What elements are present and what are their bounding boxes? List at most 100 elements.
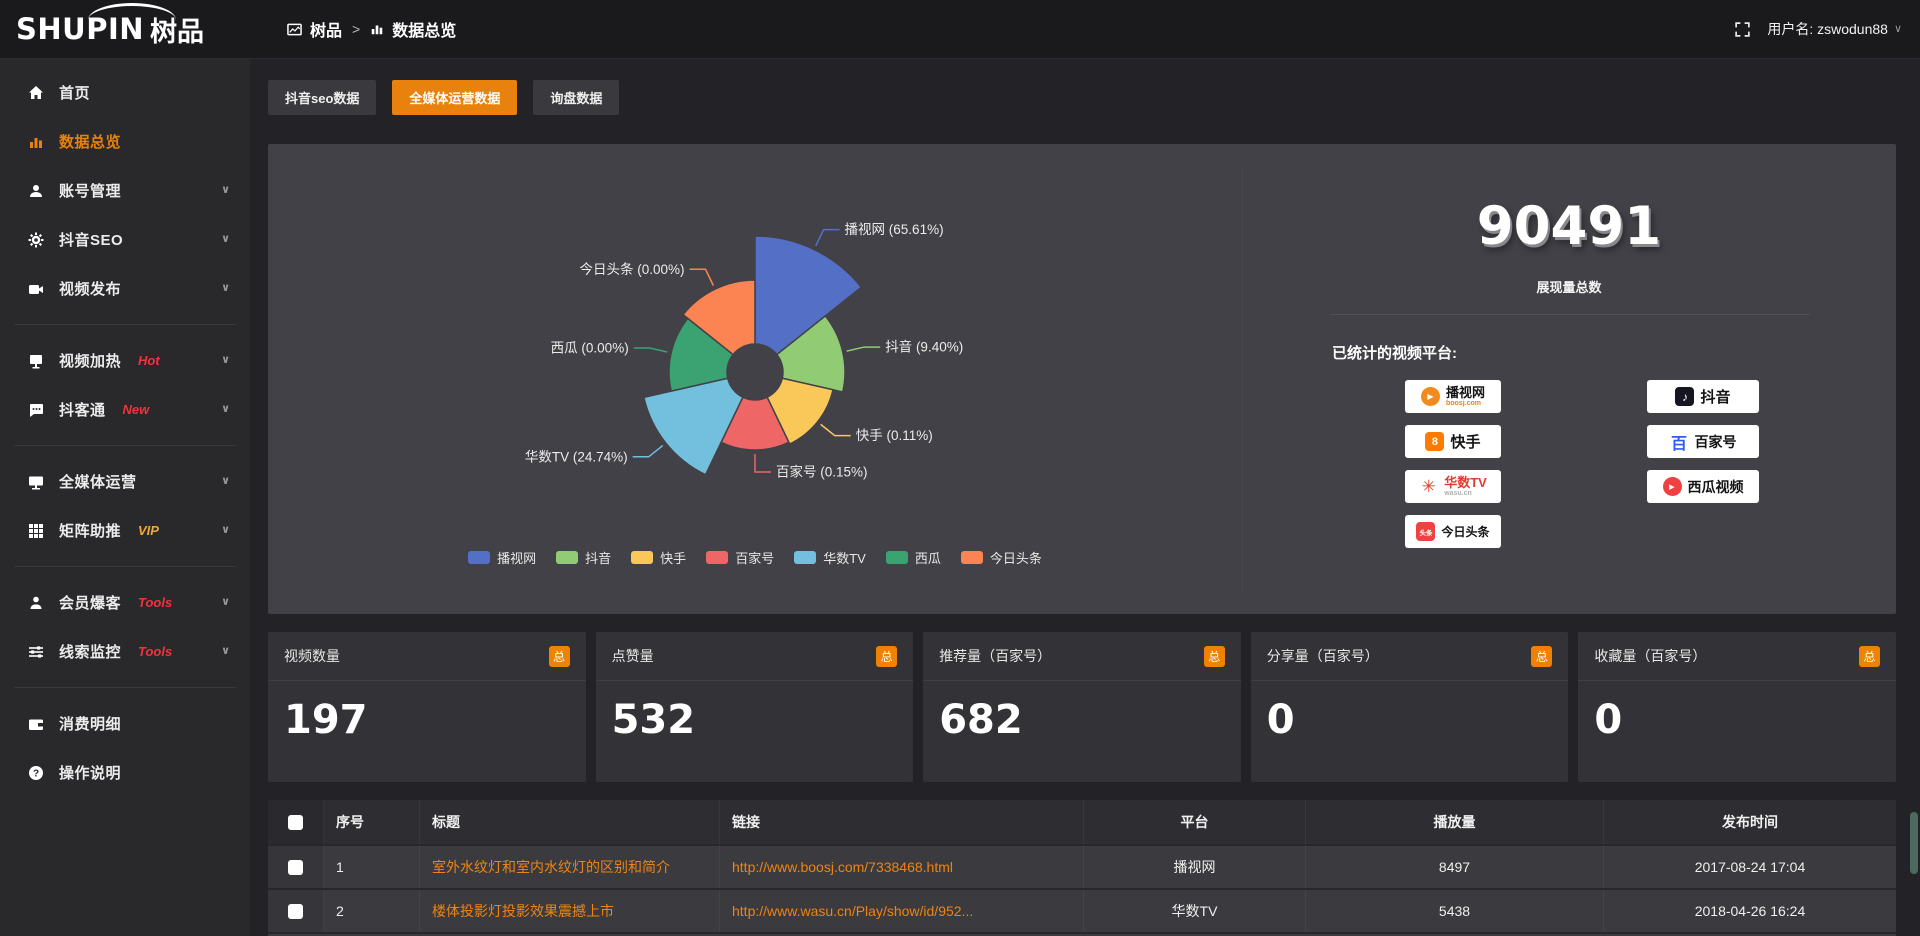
sidebar-item-data-overview[interactable]: 数据总览	[0, 117, 250, 166]
sidebar-item-matrix-boost[interactable]: 矩阵助推 VIP ∨	[0, 506, 250, 555]
home-icon	[28, 85, 44, 101]
platform-badges-right: ♪ 抖音 百 百家号 ▶ 西瓜视频	[1647, 380, 1759, 503]
sidebar: 首页 数据总览 账号管理 ∨ 抖音SEO ∨ 视频发布 ∨ 视频加热 Hot ∨	[0, 58, 250, 936]
platform-name: 华数TV	[1444, 475, 1487, 490]
pie-slice-2[interactable]	[775, 314, 846, 393]
username-label: 用户名: zswodun88	[1767, 21, 1888, 37]
sidebar-item-douketong[interactable]: 抖客通 New ∨	[0, 385, 250, 434]
platform-name: 今日头条	[1441, 525, 1490, 539]
breadcrumb-root[interactable]: 树品	[310, 23, 343, 40]
total-badge: 总	[1203, 645, 1225, 667]
platform-name: 西瓜视频	[1687, 478, 1744, 495]
stat-card-value: 682	[939, 697, 1023, 743]
legend-item[interactable]: 百家号	[706, 548, 774, 567]
tab-media-operation-data[interactable]: 全媒体运营数据	[392, 80, 518, 115]
platform-sub: boosj.com	[1445, 399, 1481, 407]
sidebar-divider	[14, 324, 236, 325]
xigua-logo-icon: ▶	[1662, 477, 1682, 496]
video-title-link[interactable]: 楼体投影灯投影效果震撼上市	[420, 890, 720, 932]
video-camera-icon	[28, 281, 44, 297]
sidebar-item-label: 会员爆客	[59, 595, 122, 612]
pie-slice-5[interactable]	[642, 377, 744, 476]
vip-tag: VIP	[138, 523, 159, 538]
row-checkbox[interactable]	[288, 859, 303, 875]
sidebar-item-spend-detail[interactable]: 消费明细	[0, 699, 250, 748]
header-right: 用户名: zswodun88 ∨	[1734, 0, 1902, 58]
chevron-down-icon: ∨	[221, 233, 230, 245]
legend-item[interactable]: 华数TV	[794, 548, 866, 567]
pie-slice-7[interactable]	[682, 279, 756, 356]
chevron-down-icon: ∨	[221, 596, 230, 608]
legend-label: 抖音	[585, 551, 612, 566]
pie-label: 快手 (0.11%)	[856, 428, 933, 443]
legend-item[interactable]: 抖音	[556, 548, 611, 567]
legend-item[interactable]: 今日头条	[960, 548, 1042, 567]
chat-icon	[28, 402, 44, 418]
pie-slice-3[interactable]	[766, 377, 834, 446]
summary-divider	[1330, 314, 1810, 315]
stat-card-likes: 点赞量 总 532	[595, 632, 914, 782]
stat-card-recommendations: 推荐量（百家号） 总 682	[923, 632, 1241, 782]
row-platform: 播视网	[1084, 846, 1306, 888]
legend-swatch	[706, 551, 729, 564]
sidebar-item-video-publish[interactable]: 视频发布 ∨	[0, 264, 250, 313]
monitor-icon	[28, 474, 44, 490]
sidebar-item-home[interactable]: 首页	[0, 68, 250, 117]
sidebar-item-lead-monitor[interactable]: 线索监控 Tools ∨	[0, 627, 250, 676]
row-published: 2018-04-26 16:24	[1694, 903, 1806, 919]
total-badge: 总	[548, 645, 570, 667]
select-all-checkbox[interactable]	[288, 814, 303, 830]
col-header-link: 链接	[720, 800, 1084, 844]
pie-label: 今日头条 (0.00%)	[580, 261, 685, 277]
rose-pie-chart: 播视网 (65.61%) 抖音 (9.40%) 快手 (0.11%) 百家号 (0.1…	[268, 144, 1242, 614]
pie-slice-4[interactable]	[720, 396, 790, 451]
bar-chart-icon	[28, 134, 44, 150]
tab-douyin-seo-data[interactable]: 抖音seo数据	[268, 80, 377, 115]
stat-card-label: 推荐量（百家号）	[939, 648, 1052, 664]
sidebar-item-help[interactable]: ? 操作说明	[0, 748, 250, 797]
video-url-link[interactable]: http://www.wasu.cn/Play/show/id/952...	[720, 890, 1084, 932]
sidebar-item-member-burst[interactable]: 会员爆客 Tools ∨	[0, 578, 250, 627]
platform-name: 抖音	[1700, 389, 1731, 406]
total-impressions-value: 90491	[1476, 196, 1662, 257]
chevron-down-icon: ∨	[221, 475, 230, 487]
tab-inquiry-data[interactable]: 询盘数据	[533, 80, 620, 115]
stat-card-label: 视频数量	[284, 648, 340, 664]
platform-badge-boosj: ▶ 播视网 boosj.com	[1405, 380, 1501, 413]
logo[interactable]: SHUPIN 树品	[0, 0, 250, 58]
sidebar-item-douyin-seo[interactable]: 抖音SEO ∨	[0, 215, 250, 264]
svg-text:?: ?	[33, 768, 39, 779]
pie-slice-6[interactable]	[668, 317, 735, 393]
question-icon: ?	[28, 765, 44, 781]
legend-item[interactable]: 西瓜	[885, 548, 941, 567]
chevron-down-icon: ∨	[221, 354, 230, 366]
sidebar-item-media-ops[interactable]: 全媒体运营 ∨	[0, 457, 250, 506]
sidebar-item-label: 矩阵助推	[59, 523, 122, 540]
platform-badge-douyin: ♪ 抖音	[1647, 380, 1759, 413]
platform-badge-toutiao: 头条 今日头条	[1405, 515, 1501, 548]
stat-card-label: 点赞量	[611, 648, 654, 664]
platform-badge-kuaishou: 8 快手	[1405, 425, 1501, 458]
fullscreen-icon[interactable]	[1734, 21, 1751, 38]
stat-card-video-count: 视频数量 总 197	[268, 632, 586, 782]
scrollbar-thumb[interactable]	[1910, 812, 1918, 874]
wallet-icon	[28, 716, 44, 732]
chevron-down-icon: ∨	[221, 524, 230, 536]
summary-section: 90491 展现量总数 已统计的视频平台: ▶ 播视网 boosj.com 8 快…	[1242, 144, 1896, 614]
legend-item[interactable]: 播视网	[468, 548, 536, 567]
legend-item[interactable]: 快手	[631, 548, 686, 567]
pie-label-line	[633, 347, 668, 353]
video-url-link[interactable]: http://www.boosj.com/7338468.html	[720, 846, 1084, 888]
video-title-link[interactable]: 室外水纹灯和室内水纹灯的区别和简介	[420, 846, 720, 888]
sidebar-item-video-heat[interactable]: 视频加热 Hot ∨	[0, 336, 250, 385]
table-row-partial	[268, 934, 1896, 936]
pie-label-line	[754, 454, 771, 473]
data-tabs: 抖音seo数据 全媒体运营数据 询盘数据	[268, 80, 620, 115]
pie-label-line	[632, 444, 664, 458]
sidebar-item-account[interactable]: 账号管理 ∨	[0, 166, 250, 215]
row-views: 8497	[1306, 846, 1604, 888]
row-checkbox[interactable]	[288, 903, 303, 919]
pie-slice-1[interactable]	[754, 235, 863, 356]
user-menu[interactable]: 用户名: zswodun88 ∨	[1767, 19, 1902, 39]
